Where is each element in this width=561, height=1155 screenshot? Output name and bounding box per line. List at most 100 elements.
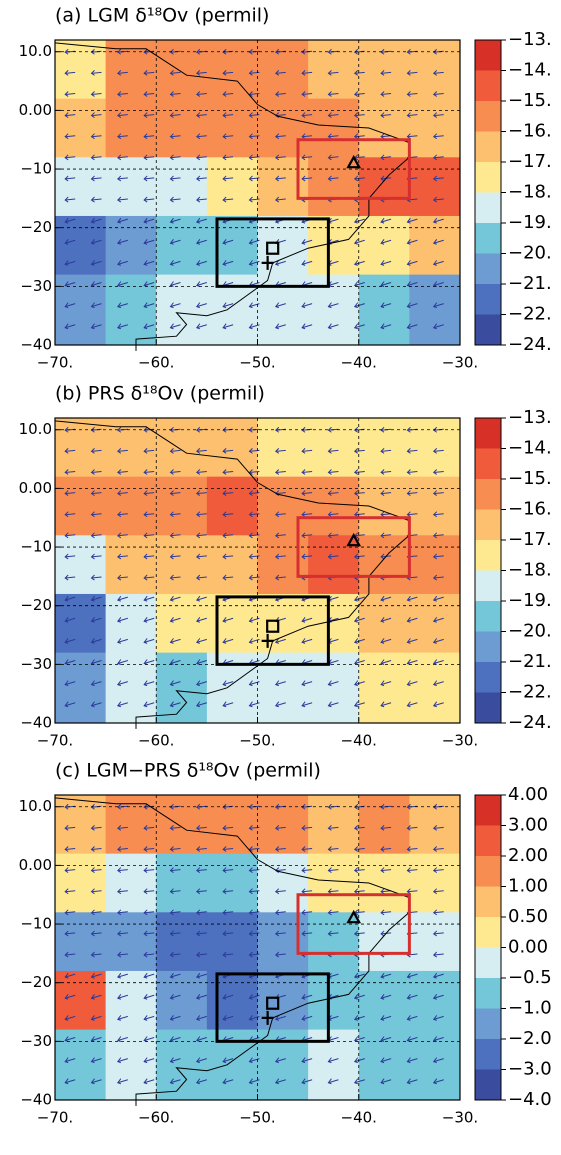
colorbar-label: −21. xyxy=(508,651,552,672)
wind-arrow-head xyxy=(222,112,227,118)
wind-arrow xyxy=(275,911,286,914)
wind-arrow-head xyxy=(406,867,411,873)
wind-arrow-head xyxy=(90,426,95,433)
colorbar-bin xyxy=(475,540,501,571)
wind-arrow-head xyxy=(432,133,438,140)
wind-arrow-head xyxy=(406,595,411,602)
wind-arrow xyxy=(117,1079,128,1084)
colorbar-label: 1.00 xyxy=(508,876,548,897)
wind-arrow xyxy=(328,282,339,286)
wind-arrow-head xyxy=(117,867,122,873)
wind-arrow-head xyxy=(380,972,385,979)
wind-arrow-head xyxy=(143,824,148,831)
wind-arrow-head xyxy=(248,701,253,708)
wind-arrow-head xyxy=(117,803,122,810)
wind-arrow-head xyxy=(169,930,174,937)
wind-arrow xyxy=(91,282,102,286)
wind-arrow-head xyxy=(143,323,148,330)
wind-arrow-head xyxy=(195,680,201,687)
wind-arrow xyxy=(433,660,444,664)
field-cell xyxy=(105,215,157,276)
wind-arrow xyxy=(380,324,392,329)
wind-arrow xyxy=(380,282,392,286)
wind-arrow xyxy=(354,135,365,138)
wind-arrow xyxy=(144,681,155,686)
wind-arrow-head xyxy=(248,909,253,916)
wind-arrow-head xyxy=(353,1015,359,1021)
wind-arrow xyxy=(249,260,260,265)
region-box xyxy=(296,516,411,578)
wind-arrow-head xyxy=(196,426,201,433)
wind-arrow xyxy=(354,303,365,308)
wind-arrow-head xyxy=(380,511,385,518)
wind-arrow-head xyxy=(143,595,148,602)
wind-arrow-head xyxy=(64,553,69,560)
wind-arrow-head xyxy=(380,175,385,182)
wind-arrow-head xyxy=(406,260,411,266)
wind-arrow xyxy=(65,911,76,914)
coastline xyxy=(54,420,410,729)
wind-arrow xyxy=(223,156,234,159)
wind-arrow xyxy=(407,239,418,244)
wind-arrow xyxy=(170,135,181,138)
wind-arrow xyxy=(196,470,207,473)
wind-arrow xyxy=(65,239,76,244)
wind-arrow xyxy=(328,534,339,537)
wind-arrow xyxy=(328,156,339,159)
wind-arrow-head xyxy=(353,48,359,55)
field-cell xyxy=(308,795,360,855)
field-cell xyxy=(257,912,309,972)
wind-arrow-head xyxy=(169,196,174,203)
wind-arrow xyxy=(328,260,339,265)
wind-arrow xyxy=(328,973,339,978)
wind-arrow xyxy=(275,92,286,95)
wind-arrow-head xyxy=(196,48,201,55)
x-tick-label: −50. xyxy=(239,1109,275,1127)
wind-arrow-head xyxy=(301,824,306,831)
wind-arrow xyxy=(275,576,286,579)
wind-arrow xyxy=(91,114,102,117)
wind-arrow-head xyxy=(301,133,306,140)
region-box xyxy=(296,138,411,200)
wind-arrow xyxy=(117,239,128,244)
wind-arrow-head xyxy=(143,469,148,475)
wind-arrow-head xyxy=(380,846,385,852)
wind-arrow-head xyxy=(406,701,411,708)
wind-arrow xyxy=(302,492,313,495)
y-tick-label: −30 xyxy=(20,277,52,295)
wind-arrow xyxy=(354,932,365,935)
colorbar-label: −21. xyxy=(508,273,552,294)
wind-arrow-head xyxy=(275,469,280,475)
wind-arrow xyxy=(196,114,207,117)
wind-arrow xyxy=(144,932,155,935)
field-cell xyxy=(358,970,410,1031)
wind-arrow xyxy=(65,953,76,956)
wind-arrow xyxy=(433,239,444,244)
plot-frame xyxy=(54,417,461,724)
colorbar-bin xyxy=(475,662,501,693)
wind-arrow-head xyxy=(380,930,385,937)
wind-arrow-head xyxy=(222,447,227,454)
wind-arrow xyxy=(433,932,444,935)
wind-arrow-head xyxy=(406,846,411,852)
wind-arrow xyxy=(117,1015,128,1020)
wind-arrow-head xyxy=(196,469,201,475)
wind-arrow-head xyxy=(406,993,411,1000)
wind-arrow-head xyxy=(222,1078,227,1085)
wind-arrow xyxy=(170,218,181,223)
wind-arrow xyxy=(275,932,286,935)
wind-arrow-head xyxy=(64,447,69,454)
wind-arrow-head xyxy=(64,680,69,687)
wind-arrow xyxy=(196,218,207,223)
wind-arrow-head xyxy=(90,154,95,161)
wind-arrow-head xyxy=(432,553,438,560)
wind-arrow-head xyxy=(275,447,280,454)
wind-arrow xyxy=(196,617,207,622)
wind-arrow xyxy=(354,702,365,707)
wind-arrow xyxy=(117,492,128,495)
wind-arrow-head xyxy=(327,888,332,895)
field-cell xyxy=(156,98,208,158)
wind-arrow xyxy=(91,638,102,643)
wind-arrow xyxy=(196,198,207,201)
x-tick-label: −60. xyxy=(138,1109,174,1127)
